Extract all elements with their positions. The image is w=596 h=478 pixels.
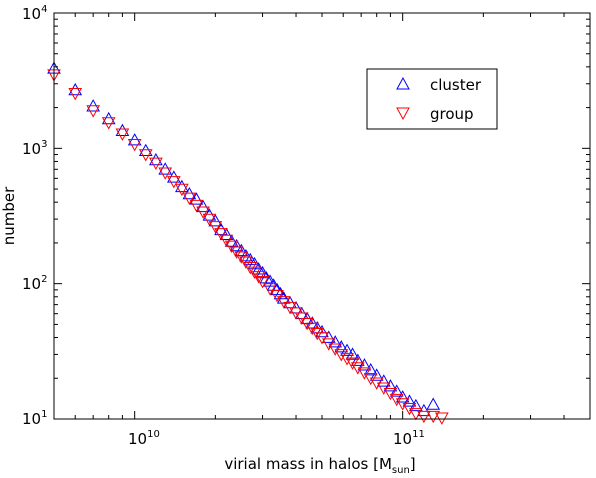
cluster-point bbox=[369, 368, 384, 381]
group-point bbox=[101, 117, 116, 130]
group-point bbox=[417, 410, 431, 424]
data-marks bbox=[47, 61, 449, 425]
cluster-point bbox=[389, 384, 404, 397]
group-point bbox=[345, 357, 360, 370]
group-point bbox=[363, 372, 378, 386]
cluster-point bbox=[149, 152, 163, 166]
group-point bbox=[196, 206, 210, 219]
legend-marker-group bbox=[396, 107, 410, 121]
group-point bbox=[434, 412, 449, 425]
cluster-point bbox=[175, 179, 189, 193]
group-point bbox=[158, 167, 173, 180]
y-tick-label: 101 bbox=[22, 409, 47, 428]
group-point bbox=[214, 228, 228, 241]
group-point bbox=[243, 262, 258, 275]
cluster-point bbox=[229, 238, 244, 252]
cluster-point bbox=[383, 379, 398, 392]
cluster-point bbox=[334, 340, 349, 353]
group-point bbox=[389, 393, 404, 407]
group-point bbox=[166, 176, 181, 189]
group-point bbox=[340, 353, 354, 366]
x-tick-label: 1011 bbox=[393, 429, 425, 448]
cluster-point bbox=[315, 324, 329, 338]
cluster-point bbox=[409, 398, 423, 412]
cluster-point bbox=[214, 222, 228, 236]
group-point bbox=[189, 199, 204, 213]
group-point bbox=[310, 327, 325, 341]
group-point bbox=[383, 387, 398, 401]
x-axis-label: virial mass in halos [Msun] bbox=[224, 455, 415, 476]
y-tick-label: 103 bbox=[22, 139, 47, 158]
cluster-point bbox=[101, 111, 116, 125]
group-point bbox=[255, 276, 270, 289]
group-point bbox=[202, 213, 217, 227]
cluster-point bbox=[363, 363, 378, 376]
group-point bbox=[182, 192, 197, 205]
cluster-point bbox=[402, 394, 417, 407]
group-point bbox=[138, 149, 153, 162]
group-point bbox=[395, 398, 410, 411]
group-point bbox=[300, 317, 314, 331]
group-point bbox=[208, 221, 223, 234]
cluster-point bbox=[255, 265, 270, 279]
group-point bbox=[115, 128, 130, 141]
legend-label-group: group bbox=[430, 105, 474, 123]
axis-ticks bbox=[53, 12, 591, 420]
legend-marker-cluster bbox=[396, 76, 410, 90]
cluster-point bbox=[68, 82, 83, 96]
cluster-point bbox=[426, 397, 441, 410]
cluster-point bbox=[189, 192, 204, 205]
cluster-point bbox=[328, 335, 343, 348]
group-point bbox=[251, 271, 266, 284]
cluster-point bbox=[357, 358, 372, 371]
x-tick-label: 1010 bbox=[128, 429, 160, 448]
group-point bbox=[334, 349, 349, 362]
group-point bbox=[263, 283, 277, 296]
y-tick-label: 104 bbox=[22, 4, 47, 23]
group-point bbox=[68, 88, 83, 101]
cluster-point bbox=[276, 291, 291, 304]
cluster-point bbox=[234, 243, 249, 257]
group-point bbox=[175, 183, 189, 197]
group-point bbox=[270, 290, 284, 303]
cluster-point bbox=[196, 199, 210, 213]
cluster-point bbox=[395, 390, 410, 403]
group-point bbox=[247, 266, 262, 280]
group-point bbox=[315, 332, 329, 345]
cluster-point bbox=[247, 256, 262, 270]
legend: cluster group bbox=[366, 68, 498, 130]
cluster-point bbox=[158, 162, 173, 175]
y-axis-label: number bbox=[0, 186, 18, 245]
group-point bbox=[149, 157, 163, 170]
y-tick-label: 102 bbox=[22, 274, 47, 293]
cluster-point bbox=[350, 353, 365, 366]
legend-label-cluster: cluster bbox=[430, 76, 482, 94]
group-point bbox=[426, 410, 441, 424]
cluster-point bbox=[115, 123, 130, 136]
group-point bbox=[127, 139, 142, 152]
group-point bbox=[86, 105, 101, 118]
legend-box bbox=[366, 68, 498, 130]
